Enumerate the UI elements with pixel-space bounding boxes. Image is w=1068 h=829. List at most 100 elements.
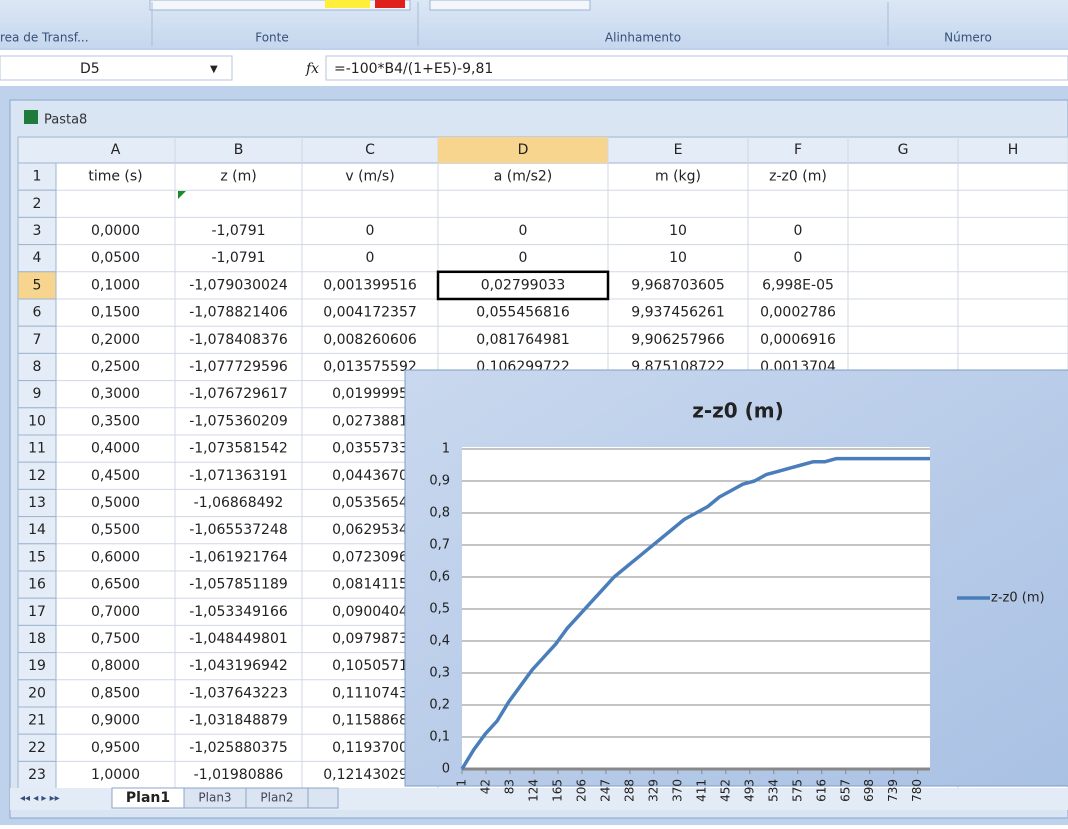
cell: 0,1500 (91, 305, 140, 321)
x-tick-label: 247 (598, 779, 612, 802)
x-tick-label: 616 (814, 779, 828, 802)
cell: 1,0000 (91, 767, 140, 783)
cell: 0,0629534 (332, 522, 408, 538)
ribbon-group-label: Número (944, 31, 992, 45)
cell: 0,001399516 (323, 277, 417, 293)
cell: 0,6500 (91, 577, 140, 593)
highlight-button[interactable] (325, 0, 370, 8)
cell: 9,906257966 (631, 332, 725, 348)
row-number: 18 (28, 631, 46, 647)
row-header[interactable] (17, 760, 57, 790)
selected-cell[interactable] (436, 270, 610, 301)
cell: 0,1193700 (332, 740, 408, 756)
cell: 0,3000 (91, 386, 140, 402)
cell: -1,043196942 (189, 658, 288, 674)
dropdown-arrow[interactable]: ▼ (210, 64, 218, 75)
row-header[interactable] (17, 624, 57, 654)
cell: -1,071363191 (189, 468, 288, 484)
x-tick-label: 288 (622, 779, 636, 802)
cell: 0,02799033 (481, 277, 566, 293)
fx-icon[interactable]: fx (305, 61, 319, 77)
row-number: 20 (28, 685, 46, 701)
cell: 0,008260606 (323, 332, 417, 348)
cell: -1,076729617 (189, 386, 288, 402)
cell: 0 (794, 223, 803, 239)
row-number: 21 (28, 713, 46, 729)
row-number: 5 (33, 277, 42, 293)
cell: 0,1158868 (332, 713, 408, 729)
row-header[interactable] (17, 298, 57, 327)
tab-nav[interactable]: ◂◂ ◂ ▸ ▸▸ (20, 793, 60, 804)
column-header[interactable]: H (1008, 142, 1019, 158)
row-number: 2 (33, 196, 42, 212)
cell: 0,7000 (91, 604, 140, 620)
row-header[interactable] (17, 516, 57, 545)
cell: 0,4000 (91, 441, 140, 457)
row-header[interactable] (17, 352, 57, 382)
cell: 0,0979873 (332, 631, 408, 647)
row-header[interactable] (17, 162, 57, 191)
row-number: 10 (28, 413, 46, 429)
cell: 0,0199995 (332, 386, 408, 402)
x-tick-label: 329 (646, 779, 660, 802)
cell: 0 (366, 223, 375, 239)
column-header[interactable]: G (898, 142, 909, 158)
cell: -1,078821406 (189, 305, 288, 321)
x-tick-label: 780 (910, 779, 924, 802)
row-number: 11 (28, 441, 46, 457)
column-header[interactable]: C (365, 142, 375, 158)
ribbon-controls (149, 0, 411, 11)
x-tick-label: 83 (502, 779, 516, 794)
x-tick-label: 493 (742, 779, 756, 802)
row-header[interactable] (17, 325, 57, 354)
y-tick-label: 0,9 (429, 474, 450, 489)
formula-input[interactable] (325, 55, 1068, 81)
row-number: 7 (33, 332, 42, 348)
name-box[interactable] (0, 55, 233, 81)
cell: 0,0006916 (760, 332, 836, 348)
row-number: 4 (33, 250, 42, 266)
cell: -1,057851189 (189, 577, 288, 593)
row-header[interactable] (17, 407, 57, 436)
row-header[interactable] (17, 679, 57, 708)
row-number: 6 (33, 305, 42, 321)
cell: z (m) (220, 169, 256, 185)
cell: 0,0723096 (332, 549, 408, 565)
row-header[interactable] (17, 461, 57, 490)
cell: -1,077729596 (189, 359, 288, 375)
row-header[interactable] (17, 216, 57, 246)
column-header[interactable]: F (794, 142, 802, 158)
column-header[interactable]: B (234, 142, 244, 158)
column-header[interactable]: D (518, 142, 529, 158)
column-header[interactable]: E (674, 142, 683, 158)
cell: 0,4500 (91, 468, 140, 484)
cell: 0,9500 (91, 740, 140, 756)
cell: 0,0814115 (332, 577, 408, 593)
cell: v (m/s) (345, 169, 394, 185)
row-header[interactable] (17, 488, 57, 518)
row-header[interactable] (17, 434, 57, 463)
workbook-title: Pasta8 (44, 113, 87, 128)
cell: 0 (794, 250, 803, 266)
x-tick-label: 657 (838, 779, 852, 802)
x-tick-label: 42 (478, 779, 492, 794)
new-sheet-tab[interactable] (307, 787, 339, 809)
cell: a (m/s2) (494, 169, 553, 185)
cell: 0,8000 (91, 658, 140, 674)
row-header[interactable] (17, 570, 57, 599)
font-color-button[interactable] (375, 0, 405, 8)
y-tick-label: 0,4 (429, 634, 450, 649)
ribbon-group-label: Alinhamento (605, 31, 681, 45)
cell: -1,01980886 (194, 767, 284, 783)
cell: -1,075360209 (189, 413, 288, 429)
row-header[interactable] (17, 271, 57, 300)
row-number: 16 (28, 577, 46, 593)
row-header[interactable] (17, 244, 57, 273)
row-header[interactable] (17, 543, 57, 572)
row-number: 17 (28, 604, 46, 620)
ribbon-group-label: Fonte (255, 31, 289, 45)
cell: -1,053349166 (189, 604, 288, 620)
column-header[interactable]: A (111, 142, 121, 158)
row-number: 15 (28, 549, 46, 565)
row-header[interactable] (17, 706, 57, 735)
